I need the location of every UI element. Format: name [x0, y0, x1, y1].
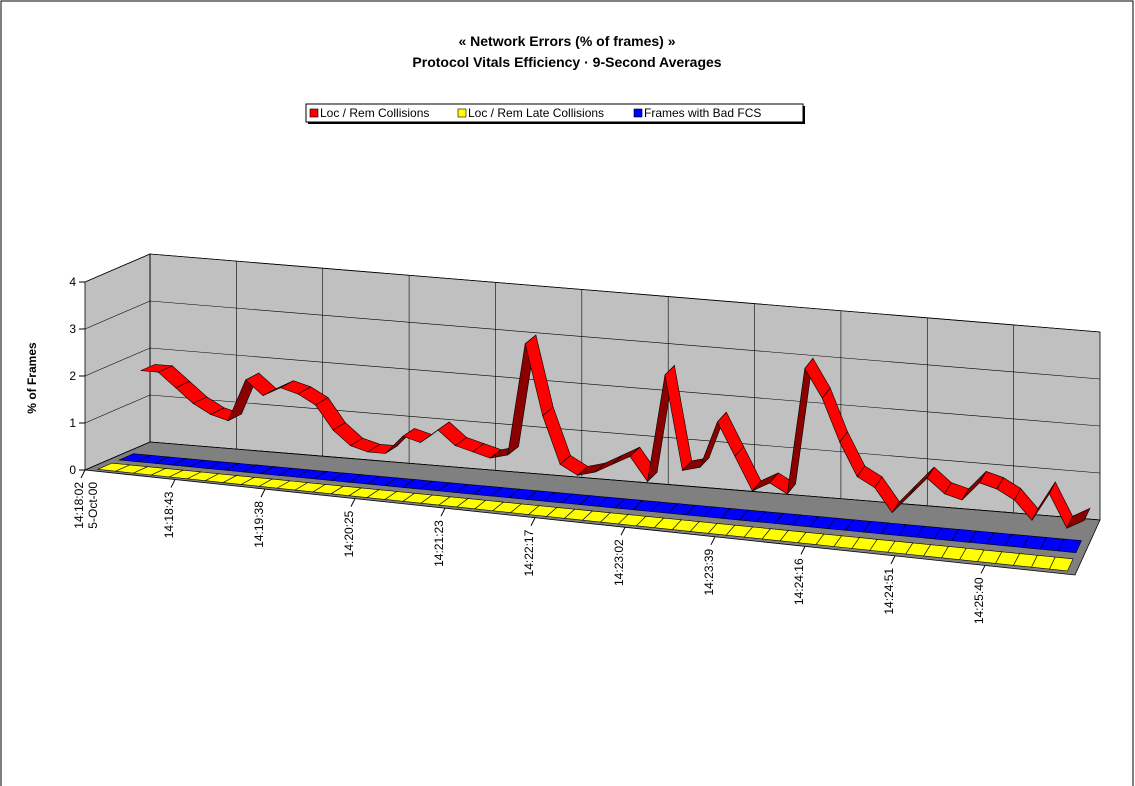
legend-swatch: [457, 108, 467, 118]
x-date-label: 5-Oct-00: [86, 482, 100, 529]
legend-swatch: [633, 108, 643, 118]
y-axis-label: % of Frames: [25, 342, 39, 414]
x-tick: [80, 469, 86, 479]
line-segment: [1057, 538, 1082, 554]
chart-title: « Network Errors (% of frames) »: [458, 33, 675, 49]
x-tick: [620, 527, 626, 536]
legend-label: Loc / Rem Collisions: [320, 106, 429, 120]
x-tick: [440, 507, 446, 517]
x-tick: [710, 536, 716, 546]
line-segment: [1066, 507, 1091, 529]
x-tick-label: 14:20:25: [342, 510, 356, 557]
legend-box: [305, 103, 804, 123]
line-segment: [1049, 556, 1074, 572]
x-tick-label: 14:21:23: [432, 520, 446, 567]
x-tick-label: 14:24:16: [792, 558, 806, 605]
y-tick-label: 0: [69, 463, 76, 477]
y-tick-label: 2: [69, 369, 76, 383]
x-tick: [890, 555, 896, 565]
x-tick-label: 14:25:40: [972, 577, 986, 624]
y-tick-label: 4: [69, 275, 76, 289]
x-tick: [350, 498, 356, 507]
x-tick-label: 14:22:17: [522, 529, 536, 576]
y-tick-label: 1: [69, 416, 76, 430]
legend-label: Frames with Bad FCS: [644, 106, 761, 120]
x-tick: [170, 479, 176, 488]
x-tick-label: 14:18:43: [162, 491, 176, 538]
x-tick-label: 14:24:51: [882, 568, 896, 615]
x-tick-label: 14:23:02: [612, 539, 626, 586]
x-tick: [260, 488, 266, 498]
x-tick-label: 14:23:39: [702, 548, 716, 595]
x-tick-label: 14:19:38: [252, 501, 266, 548]
x-tick-label: 14:18:02: [72, 482, 86, 529]
legend-swatch: [309, 108, 319, 118]
legend-label: Loc / Rem Late Collisions: [468, 106, 604, 120]
x-tick: [980, 565, 986, 574]
y-tick-label: 3: [69, 322, 76, 336]
legend: Loc / Rem Collisions Loc / Rem Late Colli…: [305, 103, 805, 124]
x-tick: [800, 546, 806, 555]
x-tick: [530, 517, 536, 526]
chart-subtitle: Protocol Vitals Efficiency · 9-Second Av…: [412, 54, 721, 70]
